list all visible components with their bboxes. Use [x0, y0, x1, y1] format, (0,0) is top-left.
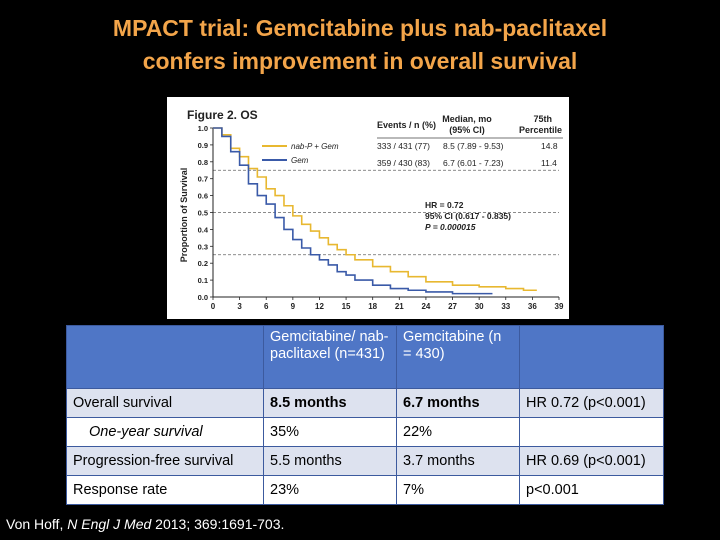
y-tick-label: 1.0	[198, 124, 208, 133]
row-value-b: 22%	[396, 417, 520, 447]
y-tick-label: 0.4	[198, 225, 209, 234]
row-value-b: 6.7 months	[396, 388, 520, 418]
header-gem: Gemcitabine (n = 430)	[396, 325, 520, 389]
x-tick-label: 18	[368, 302, 377, 311]
x-tick-label: 36	[528, 302, 537, 311]
survival-curve-gem	[213, 127, 493, 295]
x-tick-label: 24	[421, 302, 430, 311]
x-tick-label: 33	[501, 302, 510, 311]
citation-journal: N Engl J Med	[67, 516, 152, 532]
row-value-a: 8.5 months	[263, 388, 397, 418]
header-blank-cell	[66, 325, 264, 389]
legend-label-nab: nab-P + Gem	[291, 142, 339, 151]
survival-figure: Figure 2. OS Proportion of Survival 0.0 0…	[167, 97, 569, 319]
survival-curve-nab-p-gem	[213, 127, 537, 292]
header-gem-nab: Gemcitabine/ nab-paclitaxel (n=431)	[263, 325, 397, 389]
row-value-a: 5.5 months	[263, 446, 397, 476]
legend-median-nab: 8.5 (7.89 - 9.53)	[443, 141, 504, 151]
y-tick-label: 0.8	[198, 158, 208, 167]
hr-annotation: HR = 0.72 95% CI (0.617 - 0.835) P = 0.0…	[425, 200, 511, 232]
row-value-c: HR 0.72 (p<0.001)	[519, 388, 664, 418]
results-table: Gemcitabine/ nab-paclitaxel (n=431) Gemc…	[66, 325, 664, 505]
row-value-a: 23%	[263, 475, 397, 505]
survival-curves	[213, 127, 537, 295]
table-row: One-year survival 35% 22%	[66, 417, 664, 447]
row-label: Response rate	[66, 475, 264, 505]
header-blank-cell-right	[519, 325, 664, 389]
x-tick-label: 21	[395, 302, 404, 311]
legend-header-events: Events / n (%)	[377, 120, 436, 130]
table-row: Overall survival 8.5 months 6.7 months H…	[66, 388, 664, 418]
row-label: One-year survival	[66, 417, 264, 447]
x-tick-label: 15	[342, 302, 351, 311]
title-line-2: confers improvement in overall survival	[142, 48, 578, 74]
table-header-row: Gemcitabine/ nab-paclitaxel (n=431) Gemc…	[66, 325, 664, 389]
x-tick-label: 27	[448, 302, 457, 311]
row-label: Progression-free survival	[66, 446, 264, 476]
chart-title: Figure 2. OS	[187, 108, 258, 122]
table-row: Progression-free survival 5.5 months 3.7…	[66, 446, 664, 476]
y-axis-label: Proportion of Survival	[179, 168, 189, 263]
legend-median-gem: 6.7 (6.01 - 7.23)	[443, 158, 504, 168]
x-ticks: 0 3 6 9 12 15 18 21 24 27 30 33 36 39	[211, 297, 564, 311]
row-value-a: 35%	[263, 417, 397, 447]
legend-header-median-1: Median, mo	[442, 114, 492, 124]
row-label: Overall survival	[66, 388, 264, 418]
citation-author: Von Hoff,	[6, 516, 68, 532]
row-value-b: 3.7 months	[396, 446, 520, 476]
y-tick-label: 0.9	[198, 141, 208, 150]
row-value-b: 7%	[396, 475, 520, 505]
x-tick-label: 9	[291, 302, 296, 311]
table-row: Response rate 23% 7% p<0.001	[66, 475, 664, 505]
hr-line-2: 95% CI (0.617 - 0.835)	[425, 211, 511, 221]
x-tick-label: 30	[475, 302, 484, 311]
x-tick-label: 3	[237, 302, 242, 311]
legend-percentile-nab: 14.8	[541, 141, 558, 151]
row-value-c: p<0.001	[519, 475, 664, 505]
title-line-1: MPACT trial: Gemcitabine plus nab-paclit…	[112, 15, 608, 41]
y-tick-label: 0.5	[198, 209, 208, 218]
slide-title: MPACT trial: Gemcitabine plus nab-paclit…	[0, 12, 720, 78]
row-value-c: HR 0.69 (p<0.001)	[519, 446, 664, 476]
x-tick-label: 39	[555, 302, 564, 311]
y-tick-label: 0.1	[198, 276, 208, 285]
x-tick-label: 12	[315, 302, 324, 311]
y-tick-label: 0.3	[198, 242, 208, 251]
x-tick-label: 6	[264, 302, 269, 311]
kaplan-meier-chart: Figure 2. OS Proportion of Survival 0.00…	[179, 108, 564, 311]
legend-label-gem: Gem	[291, 156, 309, 165]
legend-events-gem: 359 / 430 (83)	[377, 158, 430, 168]
legend-percentile-gem: 11.4	[541, 158, 557, 168]
x-tick-label: 0	[211, 302, 216, 311]
y-ticks: 0.0 0.1 0.2 0.3 0.4 0.5 0.6 0.7 0.8 0.9 1.0	[198, 124, 213, 302]
hr-line-3: P = 0.000015	[425, 222, 476, 232]
row-value-c	[519, 417, 664, 447]
citation-details: 2013; 369:1691-703.	[151, 516, 285, 532]
legend-header-percentile-1: 75th	[533, 114, 552, 124]
legend-header-median-2: (95% CI)	[449, 125, 485, 135]
legend-box: Events / n (%) Median, mo (95% CI) 75th …	[262, 114, 563, 168]
y-tick-label: 0.7	[198, 175, 208, 184]
legend-header-percentile-2: Percentile	[519, 125, 562, 135]
legend-events-nab: 333 / 431 (77)	[377, 141, 430, 151]
y-tick-label: 0.2	[198, 259, 208, 268]
reference-lines	[213, 169, 559, 256]
y-tick-label: 0.0	[198, 293, 208, 302]
citation: Von Hoff, N Engl J Med 2013; 369:1691-70…	[6, 516, 284, 532]
hr-line-1: HR = 0.72	[425, 200, 464, 210]
y-tick-label: 0.6	[198, 192, 208, 201]
